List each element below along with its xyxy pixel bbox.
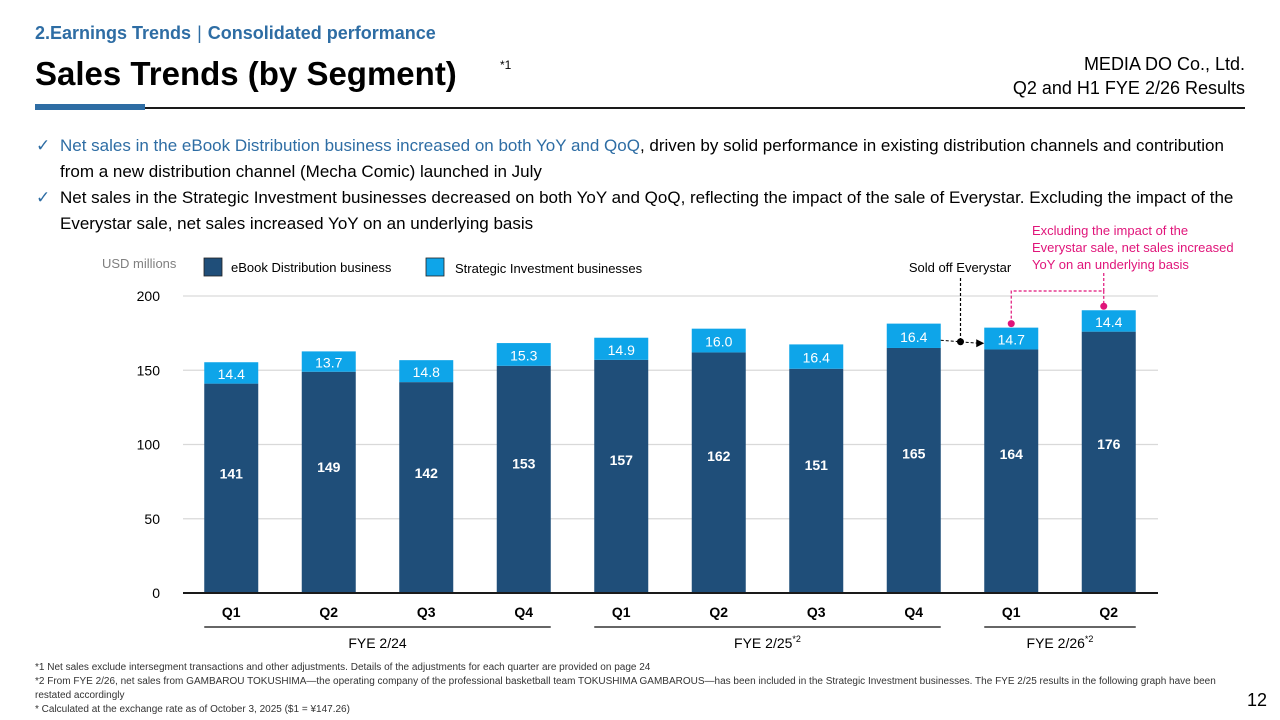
page-number: 12 [1246, 690, 1267, 710]
data-label-strategic: 15.3 [510, 347, 537, 363]
footnotes: *1 Net sales exclude intersegment transa… [35, 661, 1235, 717]
legend-label-strategic: Strategic Investment businesses [455, 261, 643, 276]
bar-ebook [886, 347, 941, 593]
group-label: FYE 2/26*2 [1027, 634, 1094, 651]
page-title: Sales Trends (by Segment) [35, 55, 457, 92]
checkmark-icon: ✓ [36, 136, 51, 155]
bar-ebook [301, 371, 356, 593]
y-tick-label: 200 [137, 288, 161, 304]
data-label-ebook: 162 [707, 448, 731, 464]
x-tick-label: Q2 [319, 604, 338, 620]
data-label-ebook: 164 [1000, 446, 1024, 462]
checkmark-icon: ✓ [36, 188, 51, 207]
sold-off-label: Sold off Everystar [909, 260, 1012, 275]
footnote: *1 Net sales exclude intersegment transa… [35, 662, 651, 673]
bullet-text: , driven by solid performance in existin… [60, 136, 1224, 181]
title-accent-bar [35, 104, 145, 110]
bar-strategic [496, 343, 551, 366]
legend-label-ebook: eBook Distribution business [231, 260, 392, 275]
section-breadcrumb: 2.Earnings Trends | Consolidated performan… [35, 23, 436, 44]
y-tick-label: 0 [152, 585, 160, 601]
data-label-ebook: 151 [805, 457, 829, 473]
data-label-strategic: 14.8 [413, 364, 440, 380]
x-tick-label: Q1 [612, 604, 631, 620]
bar-strategic [886, 323, 941, 348]
company-name: MEDIA DO Co., Ltd. [1083, 54, 1245, 74]
x-tick-label: Q4 [514, 604, 533, 620]
data-label-ebook: 141 [220, 466, 244, 482]
bar-ebook [789, 368, 844, 593]
data-label-ebook: 157 [610, 452, 634, 468]
arrow-head-icon [976, 339, 985, 348]
sold-off-dot [957, 338, 964, 346]
data-label-strategic: 13.7 [315, 355, 342, 371]
sold-off-arrow-line [940, 339, 979, 344]
bar-strategic [204, 362, 259, 384]
bar-strategic [789, 344, 844, 369]
x-tick-label: Q2 [709, 604, 728, 620]
subsection-label: Consolidated performance [207, 23, 436, 43]
bar-strategic [594, 337, 649, 360]
underlying-annotation-text: YoY on an underlying basis [1032, 257, 1189, 272]
bar-strategic [301, 351, 356, 372]
x-tick-label: Q1 [222, 604, 241, 620]
underlying-annotation-text: Everystar sale, net sales increased [1032, 240, 1234, 255]
section-label: 2.Earnings Trends [35, 23, 192, 43]
bar-ebook [594, 359, 649, 593]
bullet-highlight: Net sales in the eBook Distribution busi… [60, 136, 640, 155]
data-label-strategic: 16.0 [705, 334, 732, 350]
y-tick-label: 100 [137, 437, 161, 453]
footnote: * Calculated at the exchange rate as of … [35, 704, 350, 715]
data-label-strategic: 14.7 [998, 332, 1025, 348]
bar-strategic [691, 328, 746, 353]
y-tick-label: 50 [144, 511, 160, 527]
summary-bullets: ✓ Net sales in the eBook Distribution bu… [36, 133, 1256, 237]
x-tick-label: Q1 [1002, 604, 1021, 620]
bar-strategic [984, 327, 1039, 350]
report-name: Q2 and H1 FYE 2/26 Results [1012, 78, 1245, 98]
y-axis-unit-label: USD millions [102, 256, 177, 271]
bar-ebook [496, 365, 551, 593]
company-block: MEDIA DO Co., Ltd. Q2 and H1 FYE 2/26 Re… [1013, 52, 1245, 100]
data-label-strategic: 14.4 [1095, 314, 1122, 330]
bar-ebook [399, 382, 454, 593]
data-label-strategic: 14.9 [608, 342, 635, 358]
x-tick-label: Q2 [1099, 604, 1118, 620]
bullet-text: Net sales in the Strategic Investment bu… [60, 188, 1234, 233]
group-label: FYE 2/25*2 [734, 634, 801, 651]
data-label-strategic: 16.4 [803, 350, 830, 366]
data-label-strategic: 16.4 [900, 329, 927, 345]
underlying-dot [1007, 320, 1015, 328]
underlying-dot [1100, 302, 1108, 310]
bullet-item: ✓ Net sales in the Strategic Investment … [36, 185, 1256, 237]
underlying-connector [1010, 290, 1105, 324]
underlying-annotation-text: Excluding the impact of the [1032, 223, 1188, 238]
data-label-ebook: 149 [317, 459, 341, 475]
title-footnote-marker: *1 [500, 58, 512, 72]
data-label-ebook: 176 [1097, 436, 1121, 452]
bar-strategic [1081, 310, 1136, 332]
bullet-item: ✓ Net sales in the eBook Distribution bu… [36, 133, 1256, 185]
bar-ebook [1081, 331, 1136, 593]
bar-ebook [984, 349, 1039, 593]
x-tick-label: Q4 [904, 604, 923, 620]
data-label-ebook: 165 [902, 445, 926, 461]
x-tick-label: Q3 [417, 604, 436, 620]
bar-strategic [399, 360, 454, 383]
bar-ebook [204, 383, 259, 593]
title-divider [35, 107, 1245, 109]
bar-ebook [691, 352, 746, 593]
footnote: *2 From FYE 2/26, net sales from GAMBARO… [35, 676, 1216, 701]
y-tick-label: 150 [137, 362, 161, 378]
legend-swatch-strategic [425, 257, 445, 277]
group-label: FYE 2/24 [348, 635, 407, 651]
breadcrumb-separator: | [197, 23, 202, 43]
legend-swatch-ebook [203, 257, 223, 277]
data-label-ebook: 153 [512, 455, 536, 471]
data-label-strategic: 14.4 [218, 366, 245, 382]
data-label-ebook: 142 [415, 465, 439, 481]
x-tick-label: Q3 [807, 604, 826, 620]
